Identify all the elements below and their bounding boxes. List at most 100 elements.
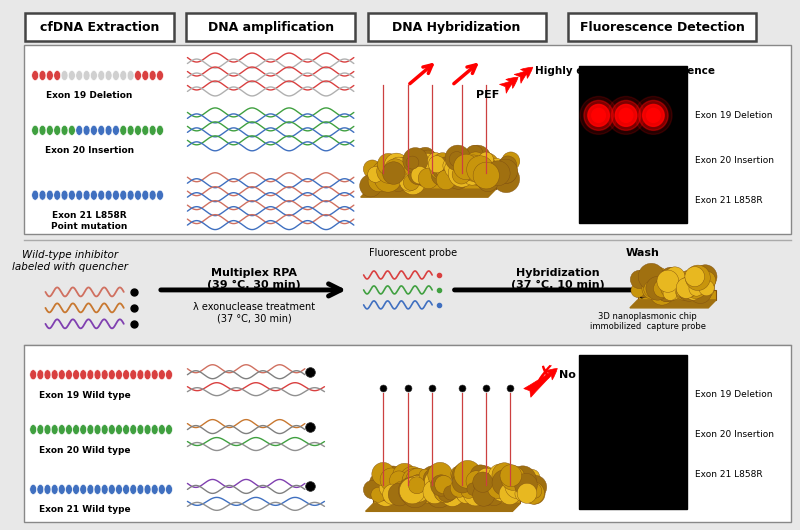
Text: Exon 19 Deletion: Exon 19 Deletion bbox=[694, 111, 772, 120]
Circle shape bbox=[376, 480, 391, 496]
Circle shape bbox=[374, 158, 402, 186]
Circle shape bbox=[473, 166, 487, 181]
Circle shape bbox=[501, 466, 525, 490]
Circle shape bbox=[513, 471, 534, 493]
Ellipse shape bbox=[120, 70, 126, 81]
Ellipse shape bbox=[51, 370, 58, 379]
Circle shape bbox=[646, 277, 669, 300]
Circle shape bbox=[406, 478, 421, 492]
Ellipse shape bbox=[37, 370, 44, 379]
Circle shape bbox=[389, 157, 408, 177]
Circle shape bbox=[653, 272, 668, 287]
Circle shape bbox=[646, 267, 664, 287]
Ellipse shape bbox=[151, 484, 158, 494]
Circle shape bbox=[380, 468, 403, 491]
Ellipse shape bbox=[37, 484, 44, 494]
Text: Exon 19 Wild type: Exon 19 Wild type bbox=[38, 391, 130, 400]
Circle shape bbox=[428, 478, 442, 492]
Circle shape bbox=[694, 274, 710, 290]
Circle shape bbox=[685, 267, 705, 287]
Circle shape bbox=[592, 109, 606, 122]
Circle shape bbox=[445, 169, 462, 185]
Ellipse shape bbox=[46, 190, 54, 200]
Circle shape bbox=[499, 483, 521, 505]
Circle shape bbox=[437, 157, 454, 175]
Ellipse shape bbox=[127, 126, 134, 135]
Circle shape bbox=[399, 172, 418, 191]
Ellipse shape bbox=[83, 70, 90, 81]
Circle shape bbox=[460, 467, 478, 485]
Text: Exon 21 Wild type: Exon 21 Wild type bbox=[38, 506, 130, 515]
Circle shape bbox=[418, 168, 438, 189]
Circle shape bbox=[368, 170, 390, 192]
Circle shape bbox=[436, 162, 452, 179]
Circle shape bbox=[407, 153, 427, 173]
Circle shape bbox=[426, 155, 451, 181]
Bar bbox=[579, 355, 686, 509]
Ellipse shape bbox=[30, 425, 37, 435]
Circle shape bbox=[472, 470, 491, 489]
Ellipse shape bbox=[44, 484, 51, 494]
Circle shape bbox=[481, 157, 496, 173]
Text: Exon 19 Deletion: Exon 19 Deletion bbox=[694, 390, 772, 399]
Circle shape bbox=[631, 283, 645, 297]
Circle shape bbox=[402, 480, 429, 508]
Ellipse shape bbox=[108, 484, 115, 494]
Circle shape bbox=[433, 163, 448, 179]
Ellipse shape bbox=[127, 190, 134, 200]
Circle shape bbox=[382, 484, 402, 505]
Circle shape bbox=[527, 483, 542, 498]
Circle shape bbox=[467, 483, 479, 496]
Circle shape bbox=[453, 167, 472, 186]
Circle shape bbox=[690, 281, 703, 295]
Ellipse shape bbox=[94, 425, 101, 435]
Ellipse shape bbox=[32, 70, 38, 81]
Circle shape bbox=[403, 174, 419, 190]
Text: λ exonuclease treatment
(37 °C, 30 min): λ exonuclease treatment (37 °C, 30 min) bbox=[193, 302, 315, 323]
Circle shape bbox=[389, 172, 408, 191]
Circle shape bbox=[410, 164, 422, 176]
Circle shape bbox=[503, 480, 518, 494]
Circle shape bbox=[676, 284, 692, 300]
Ellipse shape bbox=[98, 190, 105, 200]
Circle shape bbox=[372, 160, 399, 188]
Text: Exon 19 Deletion: Exon 19 Deletion bbox=[46, 92, 133, 101]
Circle shape bbox=[414, 157, 426, 169]
Circle shape bbox=[502, 152, 520, 170]
Ellipse shape bbox=[30, 484, 37, 494]
Circle shape bbox=[464, 145, 491, 173]
Circle shape bbox=[499, 469, 515, 484]
Circle shape bbox=[428, 462, 453, 488]
Circle shape bbox=[474, 161, 492, 179]
FancyBboxPatch shape bbox=[25, 13, 174, 41]
Circle shape bbox=[475, 475, 502, 503]
Circle shape bbox=[673, 273, 690, 291]
Circle shape bbox=[691, 276, 714, 299]
Ellipse shape bbox=[158, 425, 166, 435]
Circle shape bbox=[379, 478, 398, 497]
Circle shape bbox=[376, 165, 392, 181]
Ellipse shape bbox=[73, 425, 79, 435]
Circle shape bbox=[426, 481, 452, 508]
Circle shape bbox=[477, 170, 499, 192]
Circle shape bbox=[444, 163, 470, 189]
Polygon shape bbox=[630, 300, 716, 308]
Circle shape bbox=[455, 484, 472, 501]
Circle shape bbox=[460, 155, 486, 181]
Circle shape bbox=[377, 159, 401, 183]
Circle shape bbox=[686, 285, 701, 300]
Circle shape bbox=[679, 271, 696, 287]
Circle shape bbox=[405, 475, 430, 502]
Circle shape bbox=[473, 162, 499, 189]
Circle shape bbox=[635, 274, 649, 288]
Ellipse shape bbox=[69, 70, 75, 81]
Circle shape bbox=[400, 476, 417, 493]
Circle shape bbox=[515, 486, 530, 501]
Circle shape bbox=[657, 270, 678, 293]
Circle shape bbox=[517, 483, 537, 504]
Ellipse shape bbox=[30, 370, 37, 379]
Ellipse shape bbox=[73, 370, 79, 379]
Circle shape bbox=[415, 147, 435, 168]
Circle shape bbox=[644, 281, 660, 297]
Circle shape bbox=[455, 479, 469, 493]
